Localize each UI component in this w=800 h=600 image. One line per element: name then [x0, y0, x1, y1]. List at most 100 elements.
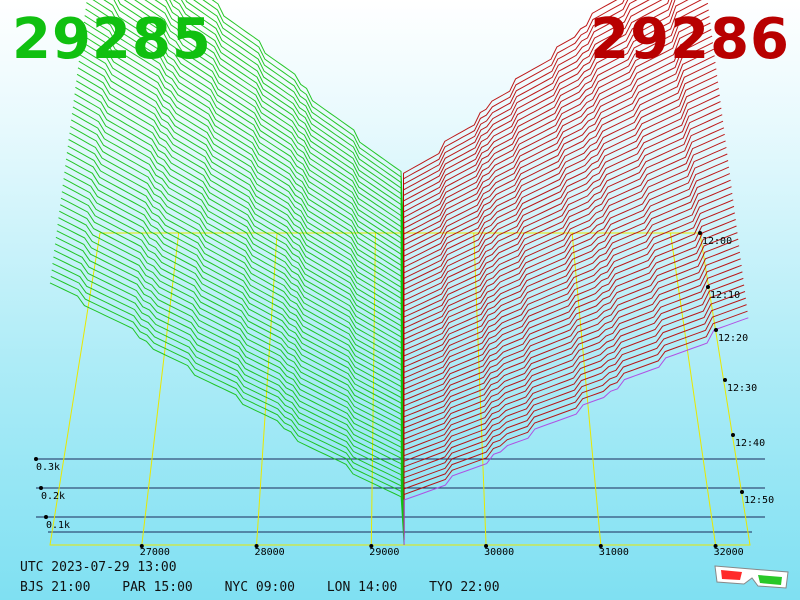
- price-tick-label: 28000: [255, 547, 285, 558]
- ask-depth-line: [403, 74, 718, 350]
- ask-depth-line: [403, 35, 713, 318]
- city-time-tyo: TYO 22:00: [429, 580, 500, 595]
- bid-depth-line: [53, 256, 405, 524]
- bid-depth-line: [49, 282, 405, 546]
- ask-depth-line: [403, 61, 716, 339]
- bid-depth-line: [77, 67, 405, 371]
- time-tick-dot: [731, 433, 735, 437]
- ask-depth-line: [403, 153, 728, 413]
- bid-depth-line: [65, 158, 405, 445]
- bid-depth-line: [86, 2, 405, 318]
- bid-depth-line: [53, 249, 405, 519]
- bid-depth-line: [50, 275, 405, 540]
- ask-depth-line: [403, 232, 738, 477]
- bid-depth-line: [180, 0, 404, 255]
- bid-depth-line: [144, 0, 405, 281]
- bid-depth-line: [65, 165, 405, 450]
- bid-depth-line: [185, 0, 404, 249]
- price-tick-label: 29000: [369, 547, 399, 558]
- price-gridline: [256, 232, 278, 546]
- ask-depth-line: [403, 120, 724, 387]
- ask-depth-line: [403, 173, 730, 429]
- price-gridline: [571, 232, 602, 546]
- ask-depth-line: [403, 101, 721, 371]
- ask-depth-line: [403, 304, 747, 535]
- ask-depth-line: [403, 284, 745, 519]
- price-tick-label: 32000: [714, 547, 744, 558]
- bid-depth-line: [154, 0, 405, 276]
- bid-depth-line: [92, 0, 405, 313]
- bid-depth-line: [61, 191, 405, 472]
- time-tick-dot: [723, 378, 727, 382]
- ask-depth-line: [403, 0, 618, 233]
- bid-depth-line: [64, 171, 405, 456]
- time-tick-label: 12:20: [718, 333, 748, 344]
- bid-depth-line: [54, 243, 405, 514]
- bid-depth-line: [69, 132, 405, 424]
- time-tick-dot: [740, 490, 744, 494]
- ask-depth-line: [403, 0, 702, 286]
- bid-depth-line: [83, 21, 405, 334]
- bid-depth-line: [193, 0, 404, 244]
- time-tick-label: 12:40: [735, 438, 765, 449]
- ask-depth-line: [403, 179, 731, 434]
- ask-depth-line: [403, 0, 663, 260]
- bid-depth-line: [134, 0, 405, 286]
- ask-depth-line: [403, 277, 744, 514]
- bid-depth-line: [70, 125, 405, 419]
- bid-depth-line: [57, 223, 405, 498]
- bid-depth-line: [80, 47, 405, 355]
- bid-depth-line: [84, 15, 405, 329]
- bid-depth-line: [117, 0, 405, 297]
- bid-depth-line: [113, 0, 405, 302]
- bid-depth-line: [173, 0, 404, 260]
- ask-depth-line: [403, 42, 714, 323]
- bid-depth-line: [123, 0, 405, 292]
- price-tick-dot: [713, 544, 718, 548]
- ask-depth-line: [403, 2, 709, 292]
- volume-tick-dot: [44, 515, 48, 519]
- ask-depth-line: [403, 251, 741, 493]
- bid-depth-line: [60, 197, 405, 477]
- ask-depth-line: [403, 0, 689, 281]
- ask-depth-line: [403, 310, 748, 540]
- 3d-glasses-icon[interactable]: [712, 560, 792, 590]
- ask-depth-line: [403, 146, 727, 408]
- bid-depth-line: [51, 269, 405, 535]
- ask-depth-line: [403, 0, 676, 276]
- ask-depth-line: [403, 88, 720, 360]
- ask-depth-line: [403, 212, 735, 461]
- ask-depth-line: [403, 291, 746, 524]
- volume-tick-label: 0.1k: [46, 520, 70, 531]
- bid-depth-line: [76, 80, 405, 382]
- ask-depth-line: [403, 205, 735, 456]
- price-tick-dot: [139, 544, 144, 548]
- ask-depth-line: [403, 225, 737, 471]
- ask-depth-line: [403, 199, 734, 450]
- ask-depth-line: [403, 264, 742, 503]
- price-tick-label: 31000: [599, 547, 629, 558]
- ask-depth-line: [403, 0, 673, 270]
- time-tick-label: 12:50: [744, 495, 774, 506]
- time-tick-label: 12:00: [702, 236, 732, 247]
- ask-depth-line: [403, 127, 725, 392]
- ask-depth-line: [403, 0, 670, 265]
- bid-price: 29285: [12, 7, 212, 72]
- price-gridline: [669, 232, 717, 546]
- price-tick-dot: [369, 544, 374, 548]
- price-gridline: [473, 232, 487, 546]
- bid-depth-line: [73, 99, 405, 397]
- price-tick-dot: [254, 544, 259, 548]
- ask-depth-line: [403, 48, 715, 329]
- price-tick-dot: [484, 544, 489, 548]
- city-time-bjs: BJS 21:00: [20, 580, 91, 595]
- ask-depth-line: [403, 107, 722, 376]
- time-tick-label: 12:30: [727, 383, 757, 394]
- price-gridline: [141, 232, 180, 546]
- bid-depth-line: [76, 73, 405, 376]
- bid-depth-line: [63, 178, 405, 461]
- bid-depth-line: [72, 106, 405, 403]
- ask-depth-line: [403, 15, 710, 302]
- time-tick-dot: [714, 328, 718, 332]
- ask-depth-line: [403, 94, 720, 366]
